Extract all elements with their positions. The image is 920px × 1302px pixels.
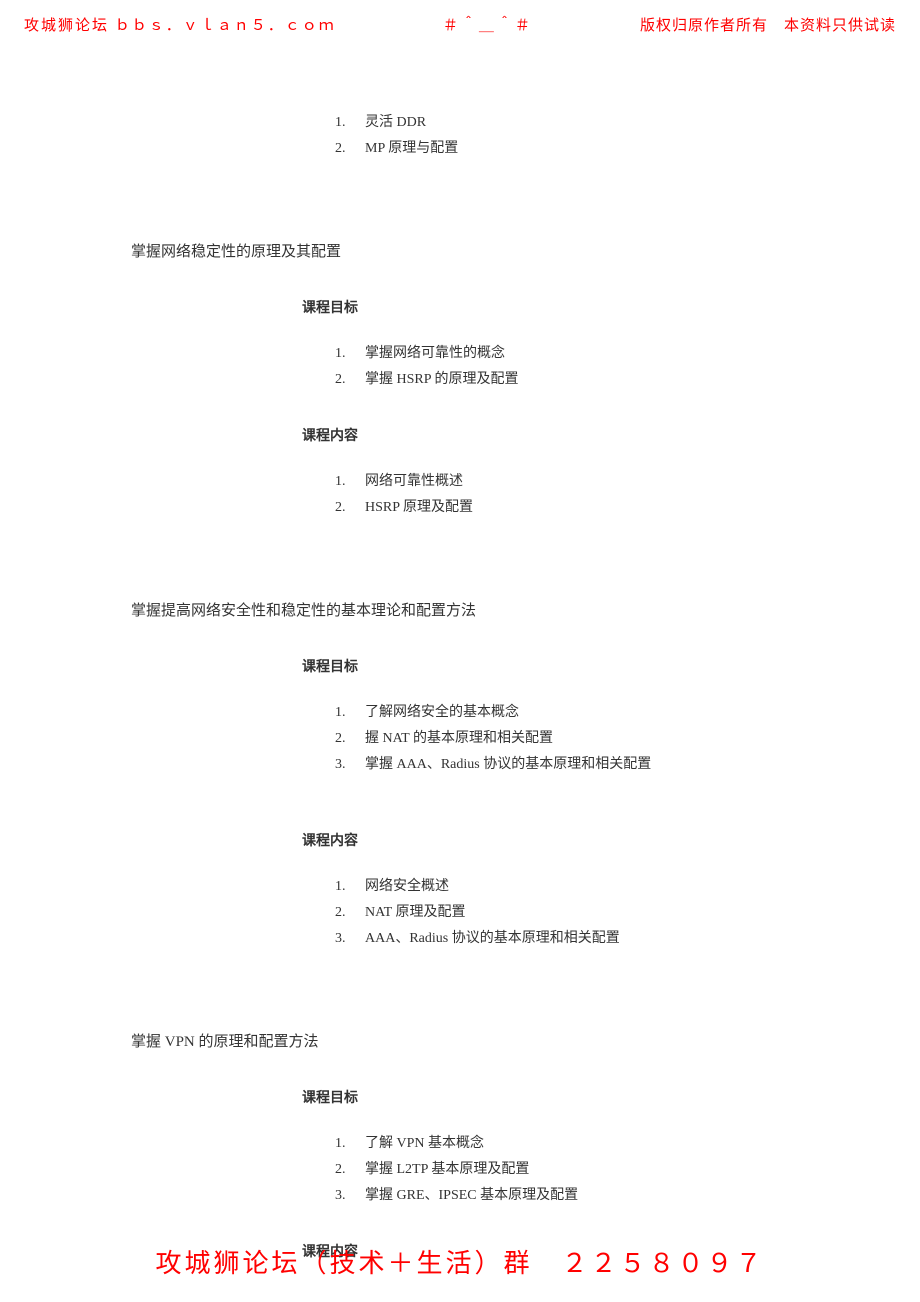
list-text: MP 原理与配置: [365, 136, 458, 162]
list-item: 1. 掌握网络可靠性的概念: [335, 341, 920, 367]
header-watermark: 攻城狮论坛 ｂｂｓ．ｖｌａｎ５．ｃｏｍ ＃＾＿＾＃ 版权归原作者所有 本资料只供…: [0, 14, 920, 35]
content-list: 1. 网络可靠性概述 2. HSRP 原理及配置: [335, 469, 920, 521]
list-text: 掌握 L2TP 基本原理及配置: [365, 1157, 529, 1183]
document-body: 1. 灵活 DDR 2. MP 原理与配置 掌握网络稳定性的原理及其配置 课程目…: [0, 110, 920, 1285]
list-item: 2. 掌握 HSRP 的原理及配置: [335, 367, 920, 393]
list-item: 3. 掌握 AAA、Radius 协议的基本原理和相关配置: [335, 752, 920, 778]
list-item: 1. 了解网络安全的基本概念: [335, 700, 920, 726]
header-left: 攻城狮论坛 ｂｂｓ．ｖｌａｎ５．ｃｏｍ: [24, 14, 336, 35]
intro-list: 1. 灵活 DDR 2. MP 原理与配置: [335, 110, 920, 162]
list-text: 掌握 AAA、Radius 协议的基本原理和相关配置: [365, 752, 651, 778]
list-number: 1.: [335, 874, 365, 900]
list-text: 网络安全概述: [365, 874, 449, 900]
list-text: 了解网络安全的基本概念: [365, 700, 519, 726]
list-item: 2. MP 原理与配置: [335, 136, 920, 162]
list-item: 1. 灵活 DDR: [335, 110, 920, 136]
list-number: 1.: [335, 700, 365, 726]
list-text: NAT 原理及配置: [365, 900, 465, 926]
list-item: 2. NAT 原理及配置: [335, 900, 920, 926]
content-list: 1. 网络安全概述 2. NAT 原理及配置 3. AAA、Radius 协议的…: [335, 874, 920, 952]
list-number: 2.: [335, 1157, 365, 1183]
list-number: 3.: [335, 926, 365, 952]
list-item: 1. 网络可靠性概述: [335, 469, 920, 495]
goals-heading: 课程目标: [302, 1087, 920, 1107]
list-item: 3. AAA、Radius 协议的基本原理和相关配置: [335, 926, 920, 952]
goals-list: 1. 了解网络安全的基本概念 2. 握 NAT 的基本原理和相关配置 3. 掌握…: [335, 700, 920, 778]
list-number: 2.: [335, 900, 365, 926]
list-text: 灵活 DDR: [365, 110, 426, 136]
section-title: 掌握网络稳定性的原理及其配置: [131, 240, 920, 261]
list-text: 掌握 GRE、IPSEC 基本原理及配置: [365, 1183, 578, 1209]
list-text: HSRP 原理及配置: [365, 495, 473, 521]
goals-heading: 课程目标: [302, 656, 920, 676]
list-number: 2.: [335, 367, 365, 393]
list-number: 1.: [335, 341, 365, 367]
list-item: 1. 网络安全概述: [335, 874, 920, 900]
list-number: 3.: [335, 752, 365, 778]
section-title: 掌握提高网络安全性和稳定性的基本理论和配置方法: [131, 599, 920, 620]
list-text: 了解 VPN 基本概念: [365, 1131, 484, 1157]
list-item: 2. 掌握 L2TP 基本原理及配置: [335, 1157, 920, 1183]
list-item: 2. HSRP 原理及配置: [335, 495, 920, 521]
list-number: 2.: [335, 495, 365, 521]
section-title: 掌握 VPN 的原理和配置方法: [131, 1030, 920, 1051]
list-number: 1.: [335, 110, 365, 136]
footer-watermark: 攻城狮论坛（技术＋生活）群 ２２５８０９７: [0, 1243, 920, 1280]
list-item: 3. 掌握 GRE、IPSEC 基本原理及配置: [335, 1183, 920, 1209]
list-text: 握 NAT 的基本原理和相关配置: [365, 726, 553, 752]
content-heading: 课程内容: [302, 830, 920, 850]
goals-list: 1. 了解 VPN 基本概念 2. 掌握 L2TP 基本原理及配置 3. 掌握 …: [335, 1131, 920, 1209]
list-text: 掌握 HSRP 的原理及配置: [365, 367, 519, 393]
list-number: 1.: [335, 469, 365, 495]
list-number: 3.: [335, 1183, 365, 1209]
goals-heading: 课程目标: [302, 297, 920, 317]
header-center: ＃＾＿＾＃: [443, 14, 533, 35]
list-text: 掌握网络可靠性的概念: [365, 341, 505, 367]
list-text: AAA、Radius 协议的基本原理和相关配置: [365, 926, 620, 952]
list-item: 1. 了解 VPN 基本概念: [335, 1131, 920, 1157]
header-right: 版权归原作者所有 本资料只供试读: [640, 14, 896, 35]
list-number: 1.: [335, 1131, 365, 1157]
list-number: 2.: [335, 136, 365, 162]
list-text: 网络可靠性概述: [365, 469, 463, 495]
list-number: 2.: [335, 726, 365, 752]
goals-list: 1. 掌握网络可靠性的概念 2. 掌握 HSRP 的原理及配置: [335, 341, 920, 393]
list-item: 2. 握 NAT 的基本原理和相关配置: [335, 726, 920, 752]
content-heading: 课程内容: [302, 425, 920, 445]
